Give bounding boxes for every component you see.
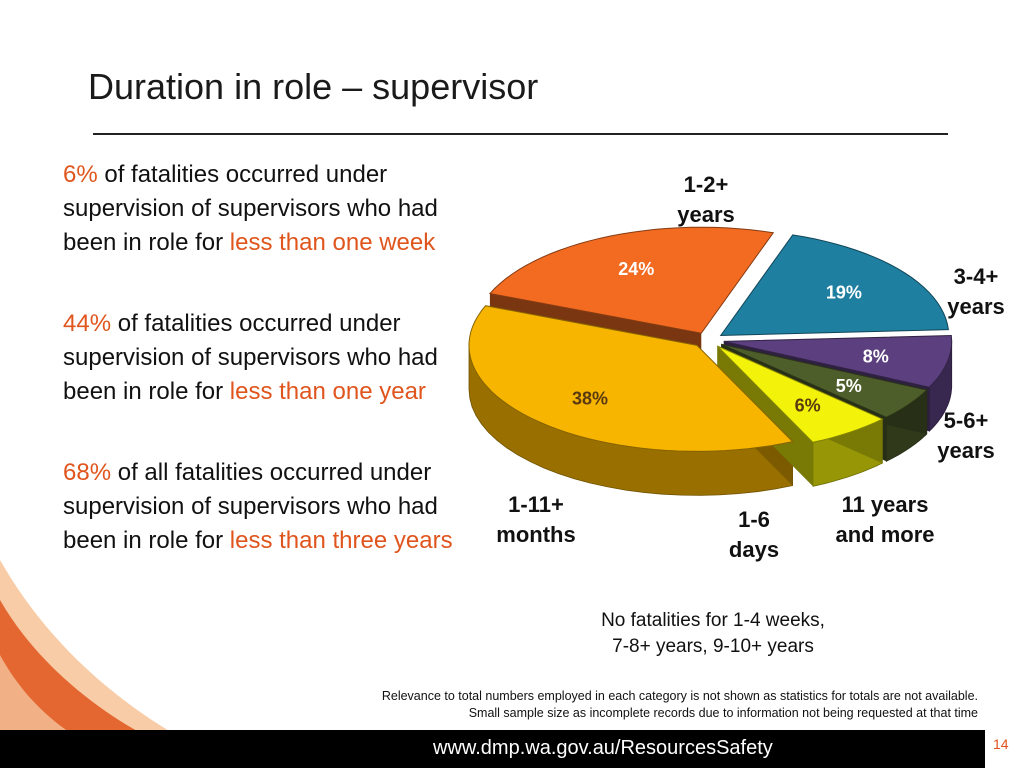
page-number: 14: [993, 736, 1009, 752]
pie-value-label: 24%: [618, 259, 654, 279]
bullet-text: of fatalities occurred under supervision…: [63, 310, 438, 405]
pie-chart: 24% 19% 8% 5% 6% 38% 1-2+ years 3-4+ years 5-6+…: [440, 150, 1024, 600]
footer-link[interactable]: www.dmp.wa.gov.au/ResourcesSafety: [433, 737, 773, 759]
footer-bar: [0, 730, 985, 768]
pie-value-label: 8%: [863, 346, 889, 366]
footnote-line: Small sample size as incomplete records …: [468, 706, 978, 720]
pie-slice: [719, 234, 949, 337]
no-fatalities-note: No fatalities for 1-4 weeks, 7-8+ years,…: [560, 608, 866, 660]
pie-value-label: 6%: [795, 396, 821, 416]
footnote-line: Relevance to total numbers employed in e…: [381, 689, 978, 703]
bullet-list: 6% of fatalities occurred under supervis…: [63, 158, 463, 605]
bullet-item: 68% of all fatalities occurred under sup…: [63, 456, 463, 558]
pie-value-label: 5%: [836, 376, 862, 396]
pie-slice: [723, 334, 953, 388]
footnote: Relevance to total numbers employed in e…: [382, 688, 978, 722]
bullet-item: 44% of fatalities occurred under supervi…: [63, 307, 463, 409]
pie-slice: [720, 343, 928, 418]
bullet-emphasis: less than one year: [229, 378, 426, 405]
note-line: 7-8+ years, 9-10+ years: [612, 636, 814, 657]
pie-category-label: 5-6+ years: [937, 408, 995, 463]
pie-category-label: 11 years and more: [835, 492, 935, 547]
bullet-item: 6% of fatalities occurred under supervis…: [63, 158, 463, 260]
bullet-highlight: 6%: [63, 161, 98, 188]
bullet-highlight: 44%: [63, 310, 112, 337]
pie-slice: [468, 305, 794, 452]
pie-top-layer: 24% 19% 8%5% 6% 38%: [468, 226, 953, 452]
title-divider: [93, 133, 948, 135]
pie-category-label: 1-11+ months: [496, 492, 576, 547]
bullet-text: of all fatalities occurred under supervi…: [63, 459, 438, 554]
note-line: No fatalities for 1-4 weeks,: [601, 610, 825, 631]
bullet-text: of fatalities occurred under supervision…: [63, 161, 438, 256]
bullet-highlight: 68%: [63, 459, 112, 486]
pie-slice: [716, 345, 884, 443]
pie-category-label: 1-6 days: [728, 507, 780, 562]
pie-value-label: 19%: [826, 283, 862, 303]
pie-category-label: 1-2+ years: [677, 172, 735, 227]
pie-category-label: 3-4+ years: [947, 264, 1005, 319]
bullet-emphasis: less than three years: [229, 527, 453, 554]
bullet-emphasis: less than one week: [229, 229, 436, 256]
pie-value-label: 38%: [572, 389, 608, 409]
pie-chart-svg: 24% 19% 8%5% 6% 38%: [468, 226, 953, 496]
slide-title: Duration in role – supervisor: [88, 66, 539, 107]
pie-slice: [488, 226, 775, 334]
